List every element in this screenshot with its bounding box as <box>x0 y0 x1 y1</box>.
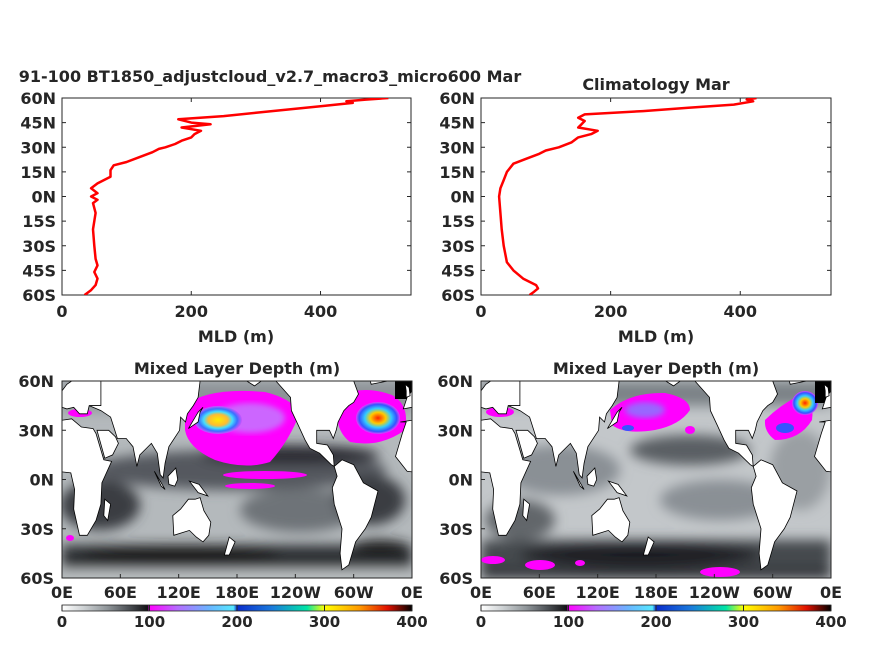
x-tick-label: 120E <box>576 583 620 602</box>
y-tick-label: 30S <box>441 237 475 256</box>
y-tick-label: 0N <box>29 471 54 490</box>
y-tick-label: 0N <box>31 188 56 207</box>
colorbar: 0 100 200 300 400 <box>476 605 847 631</box>
y-tick-label: 60S <box>439 569 473 588</box>
y-tick-label: 30S <box>22 237 56 256</box>
colorbar: 0 100 200 300 400 <box>57 605 428 631</box>
y-tick-label: 30S <box>439 520 473 539</box>
chart-title: 91-100 BT1850_adjustcloud_v2.7_macro3_mi… <box>19 67 522 86</box>
chart-title: Climatology Mar <box>582 75 729 94</box>
panel-model-map: Mixed Layer Depth (m) <box>18 359 461 631</box>
y-tick-label: 60S <box>22 286 56 305</box>
x-tick-label: 180E <box>215 583 259 602</box>
x-axis-label: MLD (m) <box>618 327 694 346</box>
colorbar-tick-label: 0 <box>57 613 67 631</box>
colorbar-tick-label: 400 <box>815 613 846 631</box>
y-tick-label: 60N <box>437 372 473 391</box>
colorbar-tick-label: 300 <box>309 613 340 631</box>
x-tick-label: 200 <box>175 302 208 321</box>
y-tick-label: 45S <box>22 261 56 280</box>
y-tick-label: 60S <box>20 569 54 588</box>
y-tick-label: 60N <box>439 89 475 108</box>
mld-heatmap-climatology <box>465 381 875 578</box>
colorbar-tick-label: 200 <box>221 613 252 631</box>
y-tick-label: 15N <box>439 163 475 182</box>
x-tick-label: 60W <box>753 583 793 602</box>
x-tick-label: 200 <box>594 302 627 321</box>
x-axis-label: MLD (m) <box>198 327 274 346</box>
plot-area <box>62 98 411 295</box>
x-tick-label: 0E <box>820 583 842 602</box>
y-tick-label: 30N <box>437 421 473 440</box>
y-tick-label: 45N <box>20 114 56 133</box>
y-tick-label: 60N <box>18 372 54 391</box>
y-tick-label: 15S <box>441 212 475 231</box>
y-tick-label: 30N <box>439 138 475 157</box>
map-title: Mixed Layer Depth (m) <box>134 359 340 378</box>
y-tick-label: 30S <box>20 520 54 539</box>
x-tick-label: 120W <box>270 583 321 602</box>
x-tick-label: 0E <box>401 583 423 602</box>
y-tick-label: 60N <box>20 89 56 108</box>
x-tick-label: 0 <box>56 302 67 321</box>
x-tick-label: 0E <box>51 583 73 602</box>
y-tick-label: 60S <box>441 286 475 305</box>
y-tick-label: 0N <box>450 188 475 207</box>
x-tick-label: 0 <box>475 302 486 321</box>
x-tick-label: 400 <box>724 302 757 321</box>
plot-area <box>481 98 831 295</box>
y-tick-label: 0N <box>448 471 473 490</box>
x-tick-label: 120E <box>157 583 201 602</box>
y-tick-label: 45N <box>439 114 475 133</box>
x-tick-label: 60W <box>334 583 374 602</box>
x-tick-label: 120W <box>689 583 740 602</box>
panel-climatology-map: Mixed Layer Depth (m) <box>437 359 875 631</box>
colorbar-tick-label: 100 <box>134 613 165 631</box>
x-tick-label: 60E <box>104 583 137 602</box>
x-tick-label: 60E <box>523 583 556 602</box>
x-tick-label: 400 <box>304 302 337 321</box>
y-tick-label: 45S <box>441 261 475 280</box>
y-tick-label: 30N <box>18 421 54 440</box>
y-tick-label: 15N <box>20 163 56 182</box>
colorbar-tick-label: 300 <box>728 613 759 631</box>
x-tick-label: 180E <box>634 583 678 602</box>
colorbar-tick-label: 200 <box>640 613 671 631</box>
colorbar-tick-label: 100 <box>553 613 584 631</box>
x-tick-label: 0E <box>470 583 492 602</box>
mld-heatmap-model <box>46 381 462 578</box>
map-title: Mixed Layer Depth (m) <box>553 359 759 378</box>
colorbar-tick-label: 0 <box>476 613 486 631</box>
y-tick-label: 30N <box>20 138 56 157</box>
y-tick-label: 15S <box>22 212 56 231</box>
colorbar-tick-label: 400 <box>396 613 427 631</box>
